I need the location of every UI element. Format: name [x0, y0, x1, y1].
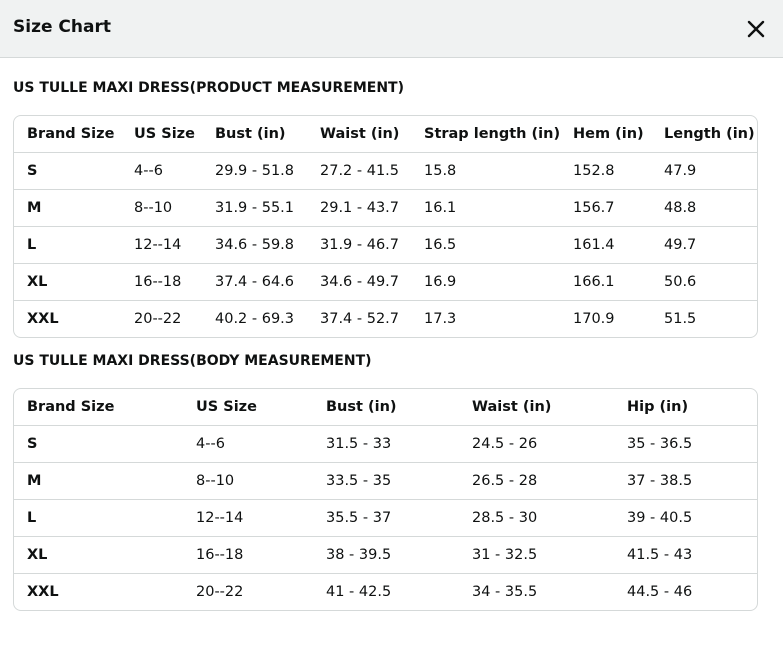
table-row: S 4--6 29.9 - 51.8 27.2 - 41.5 15.8 152.8 47.9 [14, 152, 757, 190]
table-head: Brand Size US Size Bust (in) Waist (in) Hip … [14, 389, 757, 426]
table-cell: 39 - 40.5 [627, 499, 757, 537]
table-cell: 4--6 [196, 425, 326, 463]
table-cell: 24.5 - 26 [472, 425, 627, 463]
table-cell: M [14, 462, 196, 500]
table-cell: 34.6 - 49.7 [320, 263, 424, 301]
table-body: S 4--6 31.5 - 33 24.5 - 26 35 - 36.5 M 8--10 33… [14, 425, 757, 611]
table-cell: XL [14, 263, 134, 301]
table-cell: 20--22 [196, 584, 244, 600]
table-cell: 33.5 - 35 [326, 462, 472, 500]
table-cell: S [14, 152, 134, 190]
table-cell: 4--6 [134, 152, 215, 190]
table-cell: 41.5 - 43 [627, 536, 757, 574]
column-header: Bust (in) [215, 116, 320, 153]
column-header: Hip (in) [627, 389, 757, 426]
table-cell: 16.5 [424, 226, 573, 264]
table-cell: 29.9 - 51.8 [215, 152, 320, 190]
table-cell: L [14, 499, 196, 537]
table-cell: 40.2 - 69.3 [215, 311, 295, 327]
table-cell: 8--10 [134, 189, 215, 227]
table-row: S 4--6 31.5 - 33 24.5 - 26 35 - 36.5 [14, 425, 757, 463]
column-header: Waist (in) [320, 116, 424, 153]
table-cell: M [14, 189, 134, 227]
table-cell: 44.5 - 46 [627, 584, 693, 600]
table-row: L 12--14 34.6 - 59.8 31.9 - 46.7 16.5 161.4 49… [14, 226, 757, 264]
close-button[interactable] [747, 20, 765, 38]
section-title: US TULLE MAXI DRESS(PRODUCT MEASUREMENT) [13, 80, 404, 96]
table-cell: 34.6 - 59.8 [215, 226, 320, 264]
table-cell: 16--18 [134, 263, 215, 301]
table: Brand Size US Size Bust (in) Waist (in) Hip … [14, 389, 757, 610]
table-row: M 8--10 31.9 - 55.1 29.1 - 43.7 16.1 156.7 48.… [14, 189, 757, 227]
size-table: Brand Size US Size Bust (in) Waist (in) Stra… [13, 115, 758, 338]
column-header: US Size [196, 389, 326, 426]
table-cell: 27.2 - 41.5 [320, 152, 424, 190]
column-header: Hem (in) [573, 116, 664, 153]
header-row: Brand Size US Size Bust (in) Waist (in) Hip … [14, 389, 757, 426]
table-cell: XL [14, 536, 196, 574]
table-cell: 170.9 [573, 311, 615, 327]
size-table: Brand Size US Size Bust (in) Waist (in) Hip … [13, 388, 758, 611]
table-cell: 38 - 39.5 [326, 536, 472, 574]
table-cell: 8--10 [196, 462, 326, 500]
table-cell: 47.9 [664, 152, 757, 190]
table-cell: 15.8 [424, 152, 573, 190]
table-cell: 161.4 [573, 226, 664, 264]
table-cell: 37.4 - 64.6 [215, 263, 320, 301]
table-cell: S [14, 425, 196, 463]
table-row: L 12--14 35.5 - 37 28.5 - 30 39 - 40.5 [14, 499, 757, 537]
table-cell: 28.5 - 30 [472, 499, 627, 537]
header-row: Brand Size US Size Bust (in) Waist (in) Stra… [14, 116, 757, 153]
table-cell: 29.1 - 43.7 [320, 189, 424, 227]
table-cell: 16.1 [424, 189, 573, 227]
table-cell: 26.5 - 28 [472, 462, 627, 500]
table-cell: XXL [27, 311, 59, 327]
modal-title: Size Chart [13, 17, 111, 37]
table-cell: 17.3 [424, 311, 457, 327]
table-cell: 34 - 35.5 [472, 584, 538, 600]
column-header: Brand Size [14, 116, 134, 153]
table-cell: 12--14 [196, 499, 326, 537]
column-header: Length (in) [664, 116, 757, 153]
table-cell: 37.4 - 52.7 [320, 311, 400, 327]
table-cell: 50.6 [664, 263, 757, 301]
table-cell: 31.9 - 46.7 [320, 226, 424, 264]
column-header: Bust (in) [326, 389, 472, 426]
table-row: XL 16--18 38 - 39.5 31 - 32.5 41.5 - 43 [14, 536, 757, 574]
section-title: US TULLE MAXI DRESS(BODY MEASUREMENT) [13, 353, 372, 369]
column-header: Strap length (in) [424, 116, 573, 153]
table-cell: 12--14 [134, 226, 215, 264]
table-cell: 31 - 32.5 [472, 536, 627, 574]
table-row: XL 16--18 37.4 - 64.6 34.6 - 49.7 16.9 166.1 5… [14, 263, 757, 301]
table-cell: 31.5 - 33 [326, 425, 472, 463]
table-cell: 16--18 [196, 536, 326, 574]
table-cell: 37 - 38.5 [627, 462, 757, 500]
table-cell: 156.7 [573, 189, 664, 227]
table-cell: L [14, 226, 134, 264]
table-row: XXL 20--22 41 - 42.5 34 - 35.5 44.5 - 46 [14, 574, 757, 611]
table-cell: 41 - 42.5 [326, 584, 392, 600]
table-cell: 166.1 [573, 263, 664, 301]
table-cell: 16.9 [424, 263, 573, 301]
table-cell: 35.5 - 37 [326, 499, 472, 537]
column-header: US Size [134, 116, 215, 153]
column-header: Waist (in) [472, 389, 627, 426]
modal-header: Size Chart [0, 0, 783, 58]
table: Brand Size US Size Bust (in) Waist (in) Stra… [14, 116, 757, 337]
table-cell: 48.8 [664, 189, 757, 227]
table-cell: 49.7 [664, 226, 757, 264]
table-body: S 4--6 29.9 - 51.8 27.2 - 41.5 15.8 152.8 47.9… [14, 152, 757, 338]
table-head: Brand Size US Size Bust (in) Waist (in) Stra… [14, 116, 757, 153]
table-cell: 31.9 - 55.1 [215, 189, 320, 227]
table-cell: 20--22 [134, 311, 182, 327]
column-header: Brand Size [14, 389, 196, 426]
table-cell: 152.8 [573, 152, 664, 190]
table-cell: 35 - 36.5 [627, 425, 757, 463]
table-row: M 8--10 33.5 - 35 26.5 - 28 37 - 38.5 [14, 462, 757, 500]
table-row: XXL 20--22 40.2 - 69.3 37.4 - 52.7 17.3 170.9… [14, 301, 757, 338]
table-cell: XXL [27, 584, 59, 600]
table-cell: 51.5 [664, 311, 697, 327]
